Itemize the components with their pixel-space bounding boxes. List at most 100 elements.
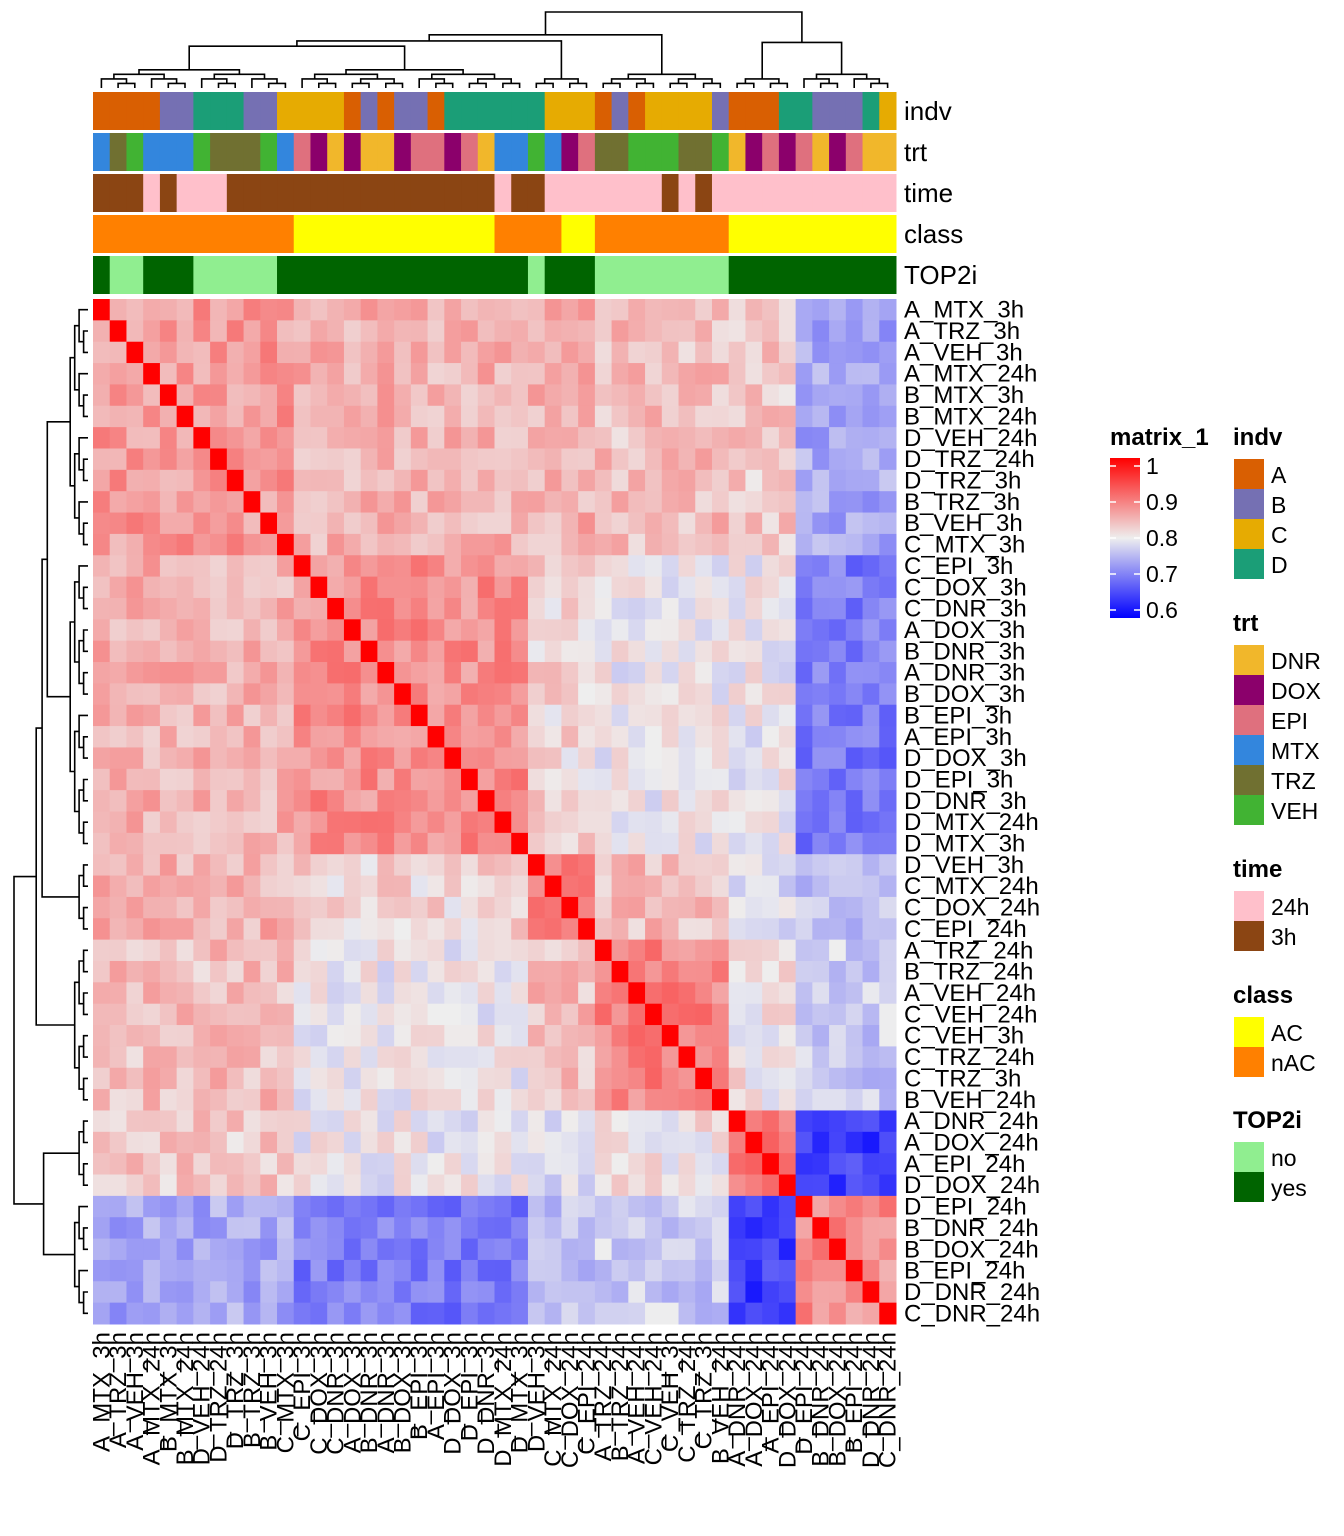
heatmap-cell bbox=[795, 1089, 813, 1111]
heatmap-cell bbox=[477, 384, 495, 407]
heatmap-cell bbox=[377, 384, 395, 407]
heatmap-cell bbox=[226, 896, 245, 919]
annotation-cell bbox=[628, 215, 646, 253]
heatmap-cell bbox=[812, 320, 830, 343]
annotation-cell bbox=[845, 256, 864, 294]
heatmap-cell bbox=[728, 320, 746, 343]
heatmap-cell bbox=[343, 1110, 362, 1133]
annotation-cell bbox=[862, 133, 880, 171]
heatmap-cell bbox=[260, 1025, 278, 1047]
heatmap-cell bbox=[477, 512, 495, 535]
heatmap-cell bbox=[394, 512, 412, 535]
heatmap-cell bbox=[277, 640, 295, 663]
heatmap-cell bbox=[594, 619, 613, 642]
annotation-cell bbox=[795, 215, 813, 253]
heatmap-cell bbox=[795, 896, 813, 919]
heatmap-cell bbox=[879, 875, 897, 898]
heatmap-cell bbox=[494, 747, 512, 770]
annotation-cell bbox=[611, 215, 629, 253]
row-label: C_TRZ_24h bbox=[904, 1044, 1035, 1071]
heatmap-cell bbox=[477, 448, 495, 471]
heatmap-cell bbox=[762, 939, 780, 962]
heatmap-cell bbox=[795, 1067, 813, 1090]
heatmap-cell bbox=[544, 576, 562, 599]
heatmap-cell bbox=[745, 1003, 763, 1026]
heatmap-cell bbox=[611, 1217, 629, 1240]
heatmap-cell bbox=[210, 875, 228, 898]
heatmap-cell bbox=[762, 299, 780, 321]
heatmap-cell bbox=[661, 982, 680, 1005]
legend-swatch bbox=[1234, 1172, 1264, 1202]
heatmap-cell bbox=[862, 597, 880, 620]
dendrogram-branch bbox=[217, 82, 236, 88]
heatmap-cell bbox=[695, 619, 713, 642]
heatmap-cell bbox=[762, 491, 780, 514]
heatmap-cell bbox=[427, 662, 445, 684]
heatmap-cell bbox=[661, 341, 680, 364]
heatmap-cell bbox=[645, 683, 663, 706]
heatmap-cell bbox=[93, 341, 111, 364]
heatmap-cell bbox=[862, 832, 880, 855]
heatmap-cell bbox=[394, 662, 412, 684]
heatmap-cell bbox=[795, 448, 813, 471]
heatmap-cell bbox=[795, 597, 813, 620]
heatmap-cell bbox=[343, 341, 362, 364]
heatmap-cell bbox=[661, 1238, 680, 1261]
heatmap-cell bbox=[310, 1195, 328, 1218]
heatmap-cell bbox=[293, 1238, 311, 1261]
heatmap-cell bbox=[494, 1025, 512, 1047]
heatmap-cell bbox=[661, 1131, 680, 1154]
heatmap-cell bbox=[377, 299, 395, 321]
heatmap-cell bbox=[645, 320, 663, 343]
heatmap-cell bbox=[93, 363, 111, 385]
heatmap-cell bbox=[260, 384, 278, 407]
heatmap-cell bbox=[327, 960, 345, 983]
heatmap-cell bbox=[427, 619, 445, 642]
heatmap-cell bbox=[159, 683, 178, 706]
heatmap-cell bbox=[143, 811, 161, 834]
heatmap-cell bbox=[594, 1302, 613, 1325]
column-label: B_VEH_3h bbox=[256, 1332, 283, 1451]
annotation-cell bbox=[176, 256, 194, 294]
heatmap-cell bbox=[879, 1195, 897, 1218]
heatmap-cell bbox=[578, 790, 596, 812]
heatmap-cell bbox=[260, 1046, 278, 1069]
heatmap-cell bbox=[795, 939, 813, 962]
heatmap-cell bbox=[494, 896, 512, 919]
annotation-cell bbox=[829, 256, 847, 294]
column-label: A_VEH_3h bbox=[122, 1332, 149, 1451]
heatmap-cell bbox=[461, 896, 479, 919]
heatmap-cell bbox=[293, 619, 311, 642]
heatmap-cell bbox=[511, 448, 529, 471]
heatmap-cell bbox=[561, 1089, 579, 1111]
heatmap-cell bbox=[762, 640, 780, 663]
heatmap-cell bbox=[210, 576, 228, 599]
annotation-cell bbox=[845, 174, 864, 212]
heatmap-cell bbox=[260, 512, 278, 535]
heatmap-cell bbox=[561, 1174, 579, 1197]
heatmap-cell bbox=[126, 1153, 144, 1176]
heatmap-cell bbox=[477, 640, 495, 663]
heatmap-cell bbox=[293, 512, 311, 535]
annotation-cell bbox=[845, 133, 864, 171]
heatmap-cell bbox=[711, 1153, 730, 1176]
heatmap-cell bbox=[812, 790, 830, 812]
heatmap-cell bbox=[210, 939, 228, 962]
heatmap-cell bbox=[343, 1195, 362, 1218]
heatmap-cell bbox=[444, 491, 462, 514]
heatmap-cell bbox=[879, 1131, 897, 1154]
heatmap-cell bbox=[343, 363, 362, 385]
heatmap-cell bbox=[728, 939, 746, 962]
heatmap-cell bbox=[845, 726, 864, 748]
heatmap-cell bbox=[862, 683, 880, 706]
heatmap-cell bbox=[745, 662, 763, 684]
heatmap-cell bbox=[109, 640, 127, 663]
heatmap-cell bbox=[611, 1025, 629, 1047]
colorbar-tick-label: 1 bbox=[1146, 453, 1159, 479]
heatmap-cell bbox=[394, 982, 412, 1005]
annotation-cell bbox=[377, 174, 395, 212]
heatmap-cell bbox=[711, 1238, 730, 1261]
heatmap-cell bbox=[477, 1195, 495, 1218]
dendrogram-branch bbox=[435, 82, 454, 88]
heatmap-cell bbox=[594, 341, 613, 364]
